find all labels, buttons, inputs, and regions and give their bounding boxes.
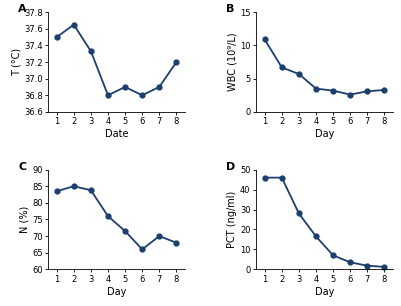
Text: D: D — [226, 162, 235, 172]
X-axis label: Date: Date — [105, 129, 128, 139]
Text: C: C — [18, 162, 26, 172]
Y-axis label: N (%): N (%) — [19, 206, 29, 233]
Y-axis label: PCT (ng/ml): PCT (ng/ml) — [227, 191, 237, 248]
Text: B: B — [226, 4, 235, 14]
Y-axis label: WBC (10⁹/L): WBC (10⁹/L) — [227, 33, 237, 91]
X-axis label: Day: Day — [107, 287, 126, 297]
X-axis label: Day: Day — [315, 129, 334, 139]
X-axis label: Day: Day — [315, 287, 334, 297]
Text: A: A — [18, 4, 26, 14]
Y-axis label: T (°C): T (°C) — [11, 48, 21, 76]
